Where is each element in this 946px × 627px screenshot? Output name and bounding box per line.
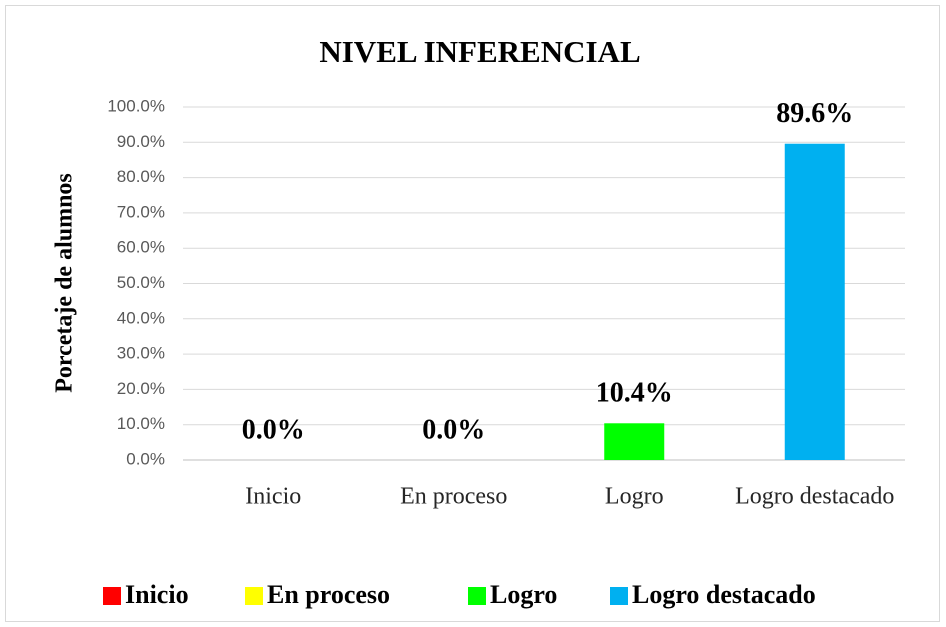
legend-swatch: [103, 587, 121, 605]
legend-label: En proceso: [267, 580, 390, 609]
x-tick-label: En proceso: [400, 484, 507, 510]
chart-title: NIVEL INFERENCIAL: [319, 34, 640, 69]
legend-swatch: [245, 587, 263, 605]
y-axis-label: Porcetaje de alumnos: [52, 173, 78, 393]
legend-label: Logro destacado: [632, 580, 816, 609]
y-tick-label: 50.0%: [117, 273, 165, 292]
y-tick-label: 80.0%: [117, 167, 165, 186]
x-tick-label: Logro: [605, 484, 664, 510]
y-tick-label: 10.0%: [117, 414, 165, 433]
data-label: 0.0%: [422, 414, 485, 445]
legend-label: Inicio: [125, 580, 189, 609]
legend-label: Logro: [490, 580, 557, 609]
y-tick-label: 40.0%: [117, 308, 165, 327]
y-tick-label: 100.0%: [107, 96, 165, 115]
data-label: 89.6%: [776, 98, 853, 129]
y-tick-label: 0.0%: [126, 449, 165, 468]
legend-swatch: [610, 587, 628, 605]
y-tick-label: 30.0%: [117, 344, 165, 363]
y-tick-label: 60.0%: [117, 238, 165, 257]
legend-swatch: [468, 587, 486, 605]
bar: [784, 143, 845, 460]
y-tick-label: 90.0%: [117, 132, 165, 151]
y-tick-label: 20.0%: [117, 379, 165, 398]
data-label: 10.4%: [596, 378, 673, 409]
bar: [604, 423, 665, 460]
y-tick-label: 70.0%: [117, 202, 165, 221]
data-label: 0.0%: [242, 414, 305, 445]
chart-border: [5, 5, 940, 622]
x-tick-label: Logro destacado: [735, 484, 894, 510]
x-tick-label: Inicio: [245, 484, 301, 510]
